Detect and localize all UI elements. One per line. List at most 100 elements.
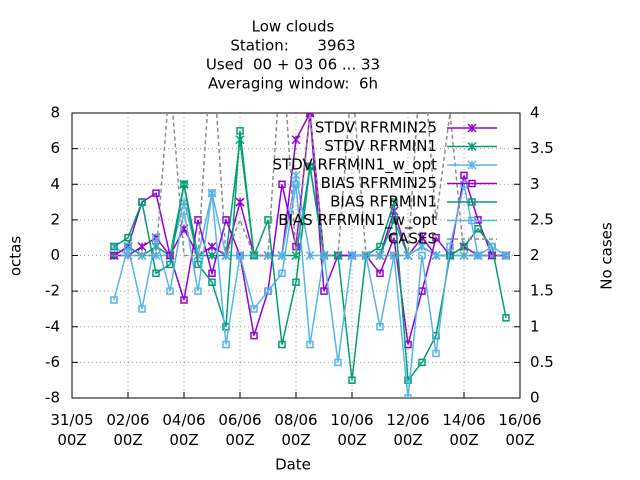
point xyxy=(334,358,342,367)
point xyxy=(278,340,286,349)
point xyxy=(110,296,118,304)
point xyxy=(404,394,412,398)
point xyxy=(180,207,188,215)
point xyxy=(110,242,118,251)
point xyxy=(291,170,301,180)
legend-label: BIAS RFRMIN1_w_opt xyxy=(278,211,437,230)
point xyxy=(417,242,427,252)
y-tick-label: -6 xyxy=(45,353,60,371)
point xyxy=(194,260,202,269)
x-axis-label: Date xyxy=(275,456,311,474)
point xyxy=(278,180,286,188)
y2-tick-label: 4 xyxy=(530,104,540,122)
point xyxy=(292,180,300,188)
y-tick-label: -8 xyxy=(45,389,60,407)
point xyxy=(320,287,328,295)
point xyxy=(152,269,160,278)
legend-marker xyxy=(468,216,476,225)
point xyxy=(446,251,454,260)
x-tick-label: 02/06 00Z xyxy=(106,411,149,449)
point xyxy=(389,215,399,225)
y2-tick-label: 0 xyxy=(530,389,540,407)
point xyxy=(138,305,146,313)
point xyxy=(376,323,384,331)
point xyxy=(460,171,468,180)
point xyxy=(432,233,440,242)
y2-tick-label: 0.5 xyxy=(530,353,554,371)
point xyxy=(152,233,160,242)
point xyxy=(417,233,427,243)
point xyxy=(124,242,132,251)
point xyxy=(418,251,426,260)
point xyxy=(404,376,412,384)
point xyxy=(446,242,454,251)
legend-label: STDV RFRMIN1_w_opt xyxy=(273,156,438,175)
y2-axis-label: No cases xyxy=(598,222,616,290)
point xyxy=(306,340,314,349)
series-line xyxy=(114,113,506,257)
point xyxy=(152,189,160,197)
x-tick-label: 16/06 00Z xyxy=(498,411,541,449)
x-tick-label: 31/05 00Z xyxy=(50,411,93,449)
point xyxy=(166,251,174,260)
point xyxy=(137,242,147,252)
y2-tick-label: 3 xyxy=(530,175,540,193)
point xyxy=(236,251,244,260)
y-tick-label: -4 xyxy=(45,317,60,335)
y-axis-label: octas xyxy=(7,236,25,276)
point xyxy=(208,269,216,278)
chart-title: Low clouds xyxy=(252,18,335,36)
chart-title: Used 00 + 03 06 ... 33 xyxy=(206,56,380,74)
y2-tick-label: 2.5 xyxy=(530,210,554,228)
x-tick-label: 08/06 00Z xyxy=(274,411,317,449)
x-tick-label: 10/06 00Z xyxy=(330,411,373,449)
point xyxy=(305,250,315,261)
point xyxy=(376,242,384,251)
point xyxy=(207,242,217,252)
x-tick-label: 12/06 00Z xyxy=(386,411,429,449)
x-tick-label: 04/06 00Z xyxy=(162,411,205,449)
legend-label: STDV RFRMIN25 xyxy=(315,119,437,137)
point xyxy=(432,349,440,358)
plot-area xyxy=(109,113,511,398)
y-tick-label: 4 xyxy=(50,175,60,193)
point xyxy=(250,305,258,313)
point xyxy=(166,287,174,295)
point xyxy=(180,296,188,304)
legend-marker xyxy=(467,160,477,170)
point xyxy=(166,260,174,269)
legend-label: BIAS RFRMIN25 xyxy=(321,174,437,192)
series-line xyxy=(113,184,507,398)
point xyxy=(348,376,356,384)
legend-label: BIAS RFRMIN1 xyxy=(330,193,437,211)
legend-label: CASES xyxy=(388,230,437,248)
point xyxy=(207,250,217,261)
legend-label: STDV RFRMIN1 xyxy=(324,137,437,155)
y2-tick-label: 1 xyxy=(530,317,540,335)
point xyxy=(124,233,132,242)
legend-marker xyxy=(467,123,477,133)
legend-marker xyxy=(468,198,476,206)
x-tick-label: 14/06 00Z xyxy=(442,411,485,449)
point xyxy=(138,198,146,206)
plot-frame xyxy=(71,112,521,399)
chart-title: Averaging window: 6h xyxy=(208,75,378,93)
point xyxy=(235,197,245,207)
legend-marker xyxy=(468,179,476,188)
x-tick-label: 06/06 00Z xyxy=(218,411,261,449)
point xyxy=(236,127,244,135)
series-line xyxy=(113,130,507,383)
y-tick-label: -2 xyxy=(45,282,60,300)
y2-tick-label: 1.5 xyxy=(530,282,554,300)
y2-tick-label: 2 xyxy=(530,246,540,264)
point xyxy=(222,340,230,349)
point xyxy=(376,269,384,278)
y2-tick-label: 3.5 xyxy=(530,139,554,157)
point xyxy=(418,358,426,367)
point xyxy=(278,269,286,278)
point xyxy=(502,314,510,322)
point xyxy=(474,251,482,260)
point xyxy=(194,287,202,295)
point xyxy=(390,198,398,206)
